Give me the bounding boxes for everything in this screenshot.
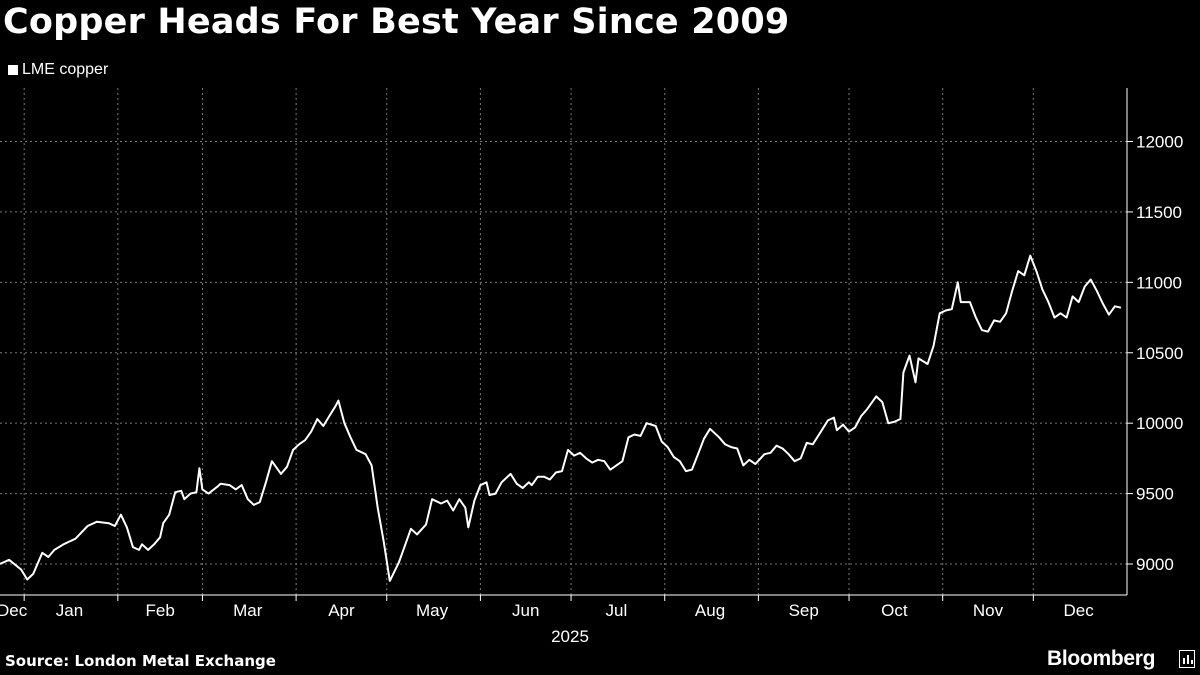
x-tick-label: Jul [606, 601, 628, 620]
brand-logo: Bloomberg [1047, 647, 1156, 670]
x-axis-title: 2025 [551, 627, 589, 646]
x-tick-label: Oct [881, 601, 908, 620]
source-note: Source: London Metal Exchange [5, 652, 276, 670]
axes [0, 88, 1133, 601]
x-tick-label: Dec [1064, 601, 1095, 620]
y-tick-label: 12000 [1136, 133, 1183, 152]
x-tick-label: Feb [145, 601, 174, 620]
y-tick-label: 11000 [1136, 273, 1182, 292]
x-tick-label: Jun [512, 601, 539, 620]
x-tick-label: Apr [328, 601, 355, 620]
bloomberg-chart-icon [1179, 650, 1195, 668]
legend: LME copper [8, 61, 108, 79]
x-tick-labels: Dec Jan Feb Mar Apr May Jun Jul Aug Sep Oct Nov Dec [0, 601, 1094, 620]
x-tick-label: May [416, 601, 449, 620]
x-tick-label: Dec [0, 601, 28, 620]
series-layer [0, 254, 1122, 582]
legend-swatch-icon [8, 65, 18, 75]
y-tick-label: 9500 [1136, 485, 1174, 504]
x-tick-label: Mar [233, 601, 263, 620]
legend-label: LME copper [22, 61, 109, 78]
x-tick-label: Nov [973, 601, 1004, 620]
gridlines [0, 88, 1127, 595]
chart-title: Copper Heads For Best Year Since 2009 [3, 2, 790, 42]
x-tick-label: Sep [789, 601, 819, 620]
y-tick-label: 9000 [1136, 555, 1174, 574]
y-tick-labels: 9000 9500 10000 10500 11000 11500 12000 [1136, 133, 1183, 575]
x-tick-label: Aug [695, 601, 725, 620]
series-line-lme-copper [0, 254, 1122, 582]
y-tick-label: 11500 [1136, 203, 1182, 222]
x-tick-label: Jan [56, 601, 83, 620]
y-tick-label: 10500 [1136, 344, 1183, 363]
y-tick-label: 10000 [1136, 414, 1183, 433]
